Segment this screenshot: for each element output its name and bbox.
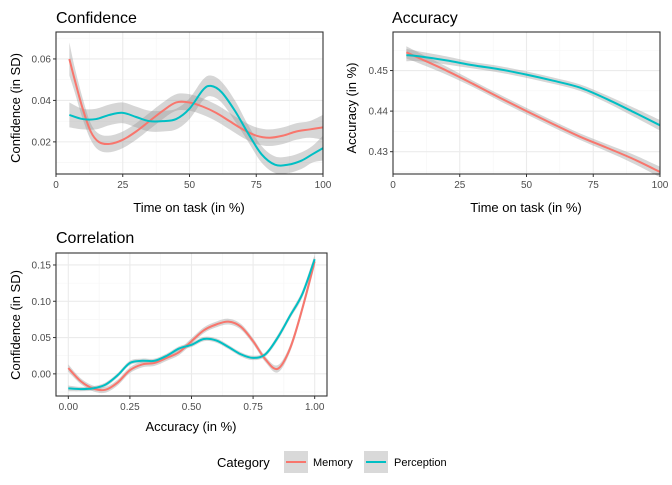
- correlation-x-tick-label: 0.25: [120, 402, 140, 413]
- legend-title: Category: [217, 455, 270, 470]
- correlation-x-tick-label: 1.00: [305, 402, 325, 413]
- correlation-x-tick-label: 0.75: [243, 402, 263, 413]
- correlation-title: Correlation: [56, 230, 134, 247]
- accuracy-x-tick-label: 100: [652, 180, 669, 191]
- correlation-y-tick-label: 0.00: [32, 369, 52, 380]
- correlation-y-tick-label: 0.05: [32, 333, 52, 344]
- confidence-panel: Confidence Confidence (in SD) Time on ta…: [8, 10, 332, 215]
- correlation-x-tick-label: 0.50: [182, 402, 202, 413]
- correlation-y-axis-label: Confidence (in SD): [8, 270, 23, 380]
- confidence-x-tick-label: 100: [315, 180, 332, 191]
- confidence-band-perception: [69, 75, 323, 174]
- accuracy-line-perception: [406, 54, 661, 127]
- confidence-y-tick-label: 0.06: [32, 54, 52, 65]
- accuracy-x-axis-label: Time on task (in %): [470, 200, 582, 215]
- accuracy-line-memory: [405, 51, 661, 173]
- legend-label-memory: Memory: [313, 457, 353, 469]
- confidence-line-perception: [69, 84, 324, 167]
- legend-item-perception: Perception: [364, 451, 447, 473]
- accuracy-y-axis-label: Accuracy (in %): [344, 62, 359, 153]
- accuracy-y-tick-label: 0.43: [369, 147, 389, 158]
- correlation-panel: Correlation Confidence (in SD) Accuracy …: [8, 230, 328, 434]
- correlation-line-perception: [68, 258, 316, 391]
- accuracy-x-tick-label: 25: [454, 180, 466, 191]
- confidence-y-tick-label: 0.04: [32, 96, 52, 107]
- confidence-title: Confidence: [56, 10, 137, 27]
- legend-label-perception: Perception: [394, 457, 447, 469]
- confidence-x-axis-label: Time on task (in %): [133, 200, 245, 215]
- accuracy-x-tick-label: 75: [588, 180, 600, 191]
- legend-item-memory: Memory: [284, 451, 353, 473]
- confidence-y-axis-label: Confidence (in SD): [8, 53, 23, 163]
- accuracy-title: Accuracy: [392, 10, 458, 27]
- confidence-x-tick-label: 75: [251, 180, 263, 191]
- accuracy-x-tick-label: 50: [521, 180, 533, 191]
- correlation-y-tick-label: 0.10: [32, 297, 52, 308]
- accuracy-x-tick-label: 0: [390, 180, 396, 191]
- correlation-x-axis-label: Accuracy (in %): [145, 419, 236, 434]
- correlation-x-tick-label: 0.00: [59, 402, 79, 413]
- confidence-band-memory: [69, 42, 323, 153]
- correlation-y-tick-label: 0.15: [32, 260, 52, 271]
- confidence-line-memory: [68, 58, 324, 146]
- accuracy-y-tick-label: 0.45: [369, 66, 389, 77]
- accuracy-y-tick-label: 0.44: [369, 107, 389, 118]
- confidence-x-tick-label: 50: [184, 180, 196, 191]
- confidence-x-tick-label: 0: [53, 180, 59, 191]
- confidence-y-tick-label: 0.02: [32, 137, 52, 148]
- correlation-line-memory: [67, 261, 316, 392]
- legend: Category Memory Perception: [217, 451, 447, 473]
- confidence-x-tick-label: 25: [117, 180, 129, 191]
- accuracy-panel: Accuracy Accuracy (in %) Time on task (i…: [344, 10, 669, 215]
